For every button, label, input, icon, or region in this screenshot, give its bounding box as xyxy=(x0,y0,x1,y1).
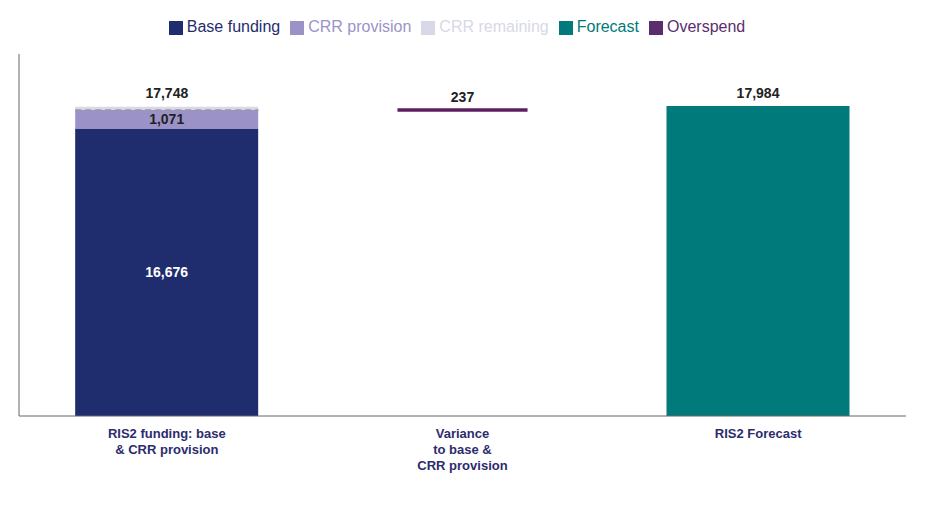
svg-text:1,071: 1,071 xyxy=(149,111,184,127)
html-text:Forecast: Forecast xyxy=(576,18,639,35)
html-text:CRR provision: CRR provision xyxy=(308,18,412,35)
svg-text:RIS2 funding: base& CRR provis: RIS2 funding: base& CRR provision xyxy=(108,426,226,457)
html-text:Overspend: Overspend xyxy=(667,18,746,35)
html-text:Base funding: Base funding xyxy=(186,18,281,35)
html-text:CRR remaining: CRR remaining xyxy=(439,18,549,35)
svg-text:RIS2 Forecast: RIS2 Forecast xyxy=(715,426,802,441)
svg-text:17,984: 17,984 xyxy=(737,85,780,101)
svg-text:17,748: 17,748 xyxy=(145,85,188,101)
svg-text:16,676: 16,676 xyxy=(145,264,188,280)
svg-text:Varianceto base &CRR provision: Varianceto base &CRR provision xyxy=(417,426,507,473)
svg-text:237: 237 xyxy=(451,89,475,105)
